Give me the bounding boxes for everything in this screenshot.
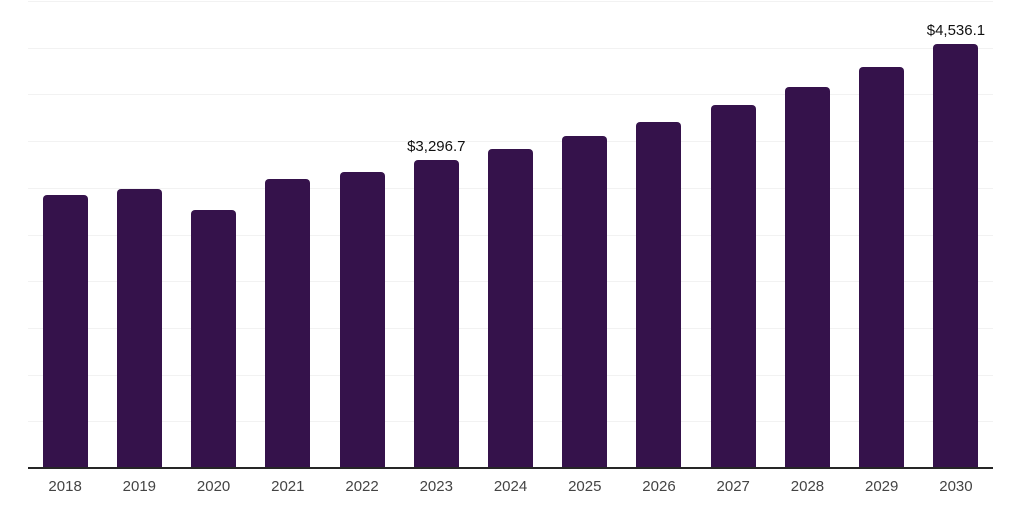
bars-row: $3,296.7 $4,536.1 [28,1,993,468]
bar-2026 [636,121,682,468]
bar-2028 [784,86,830,468]
x-tick-2025: 2025 [568,478,602,495]
x-tick-2027: 2027 [716,478,750,495]
gridline [28,47,993,49]
bar-slot-2023: $3,296.7 [399,1,473,468]
x-axis-line [28,467,993,469]
x-tick-2023: 2023 [419,478,453,495]
x-tick-2018: 2018 [48,478,82,495]
x-tick-2028: 2028 [790,478,825,495]
bar-slot-2021 [251,1,325,468]
bar-slot-2028 [770,1,844,468]
gridline [28,141,993,143]
bar-2030 [933,44,979,468]
bar-slot-2024 [473,1,547,468]
bar-2020 [191,210,237,468]
x-tick-2022: 2022 [345,478,379,495]
bar-slot-2020 [176,1,250,468]
x-tick-2029: 2029 [865,478,899,495]
bar-2027 [710,104,756,468]
bar-slot-2018 [28,1,102,468]
bar-2018 [42,195,88,468]
bar-2022 [339,171,385,468]
bar-slot-2025 [548,1,622,468]
bar-slot-2019 [102,1,176,468]
data-label-2030: $4,536.1 [926,22,986,40]
x-axis-labels: 2018 2019 2020 2021 2022 2023 2024 2025 2026 2027… [28,478,993,495]
bar-slot-2026 [622,1,696,468]
bar-2019 [116,188,162,468]
plot-area: $3,296.7 $4,536.1 [28,1,993,469]
bar-2023 [413,160,459,468]
gridline [28,1,993,2]
x-tick-2030: 2030 [939,478,973,495]
x-tick-2019: 2019 [122,478,157,495]
bar-2025 [562,135,608,468]
x-tick-2021: 2021 [271,478,305,495]
bar-slot-2029 [845,1,919,468]
x-tick-2026: 2026 [642,478,676,495]
x-tick-2024: 2024 [493,478,528,495]
data-label-2023: $3,296.7 [407,138,466,156]
x-tick-2020: 2020 [196,478,231,495]
bar-2021 [265,179,311,468]
bar-2029 [859,67,905,468]
bar-slot-2027 [696,1,770,468]
bar-slot-2030: $4,536.1 [919,1,993,468]
bar-slot-2022 [325,1,399,468]
gridline [28,94,993,96]
bar-2024 [488,148,534,468]
